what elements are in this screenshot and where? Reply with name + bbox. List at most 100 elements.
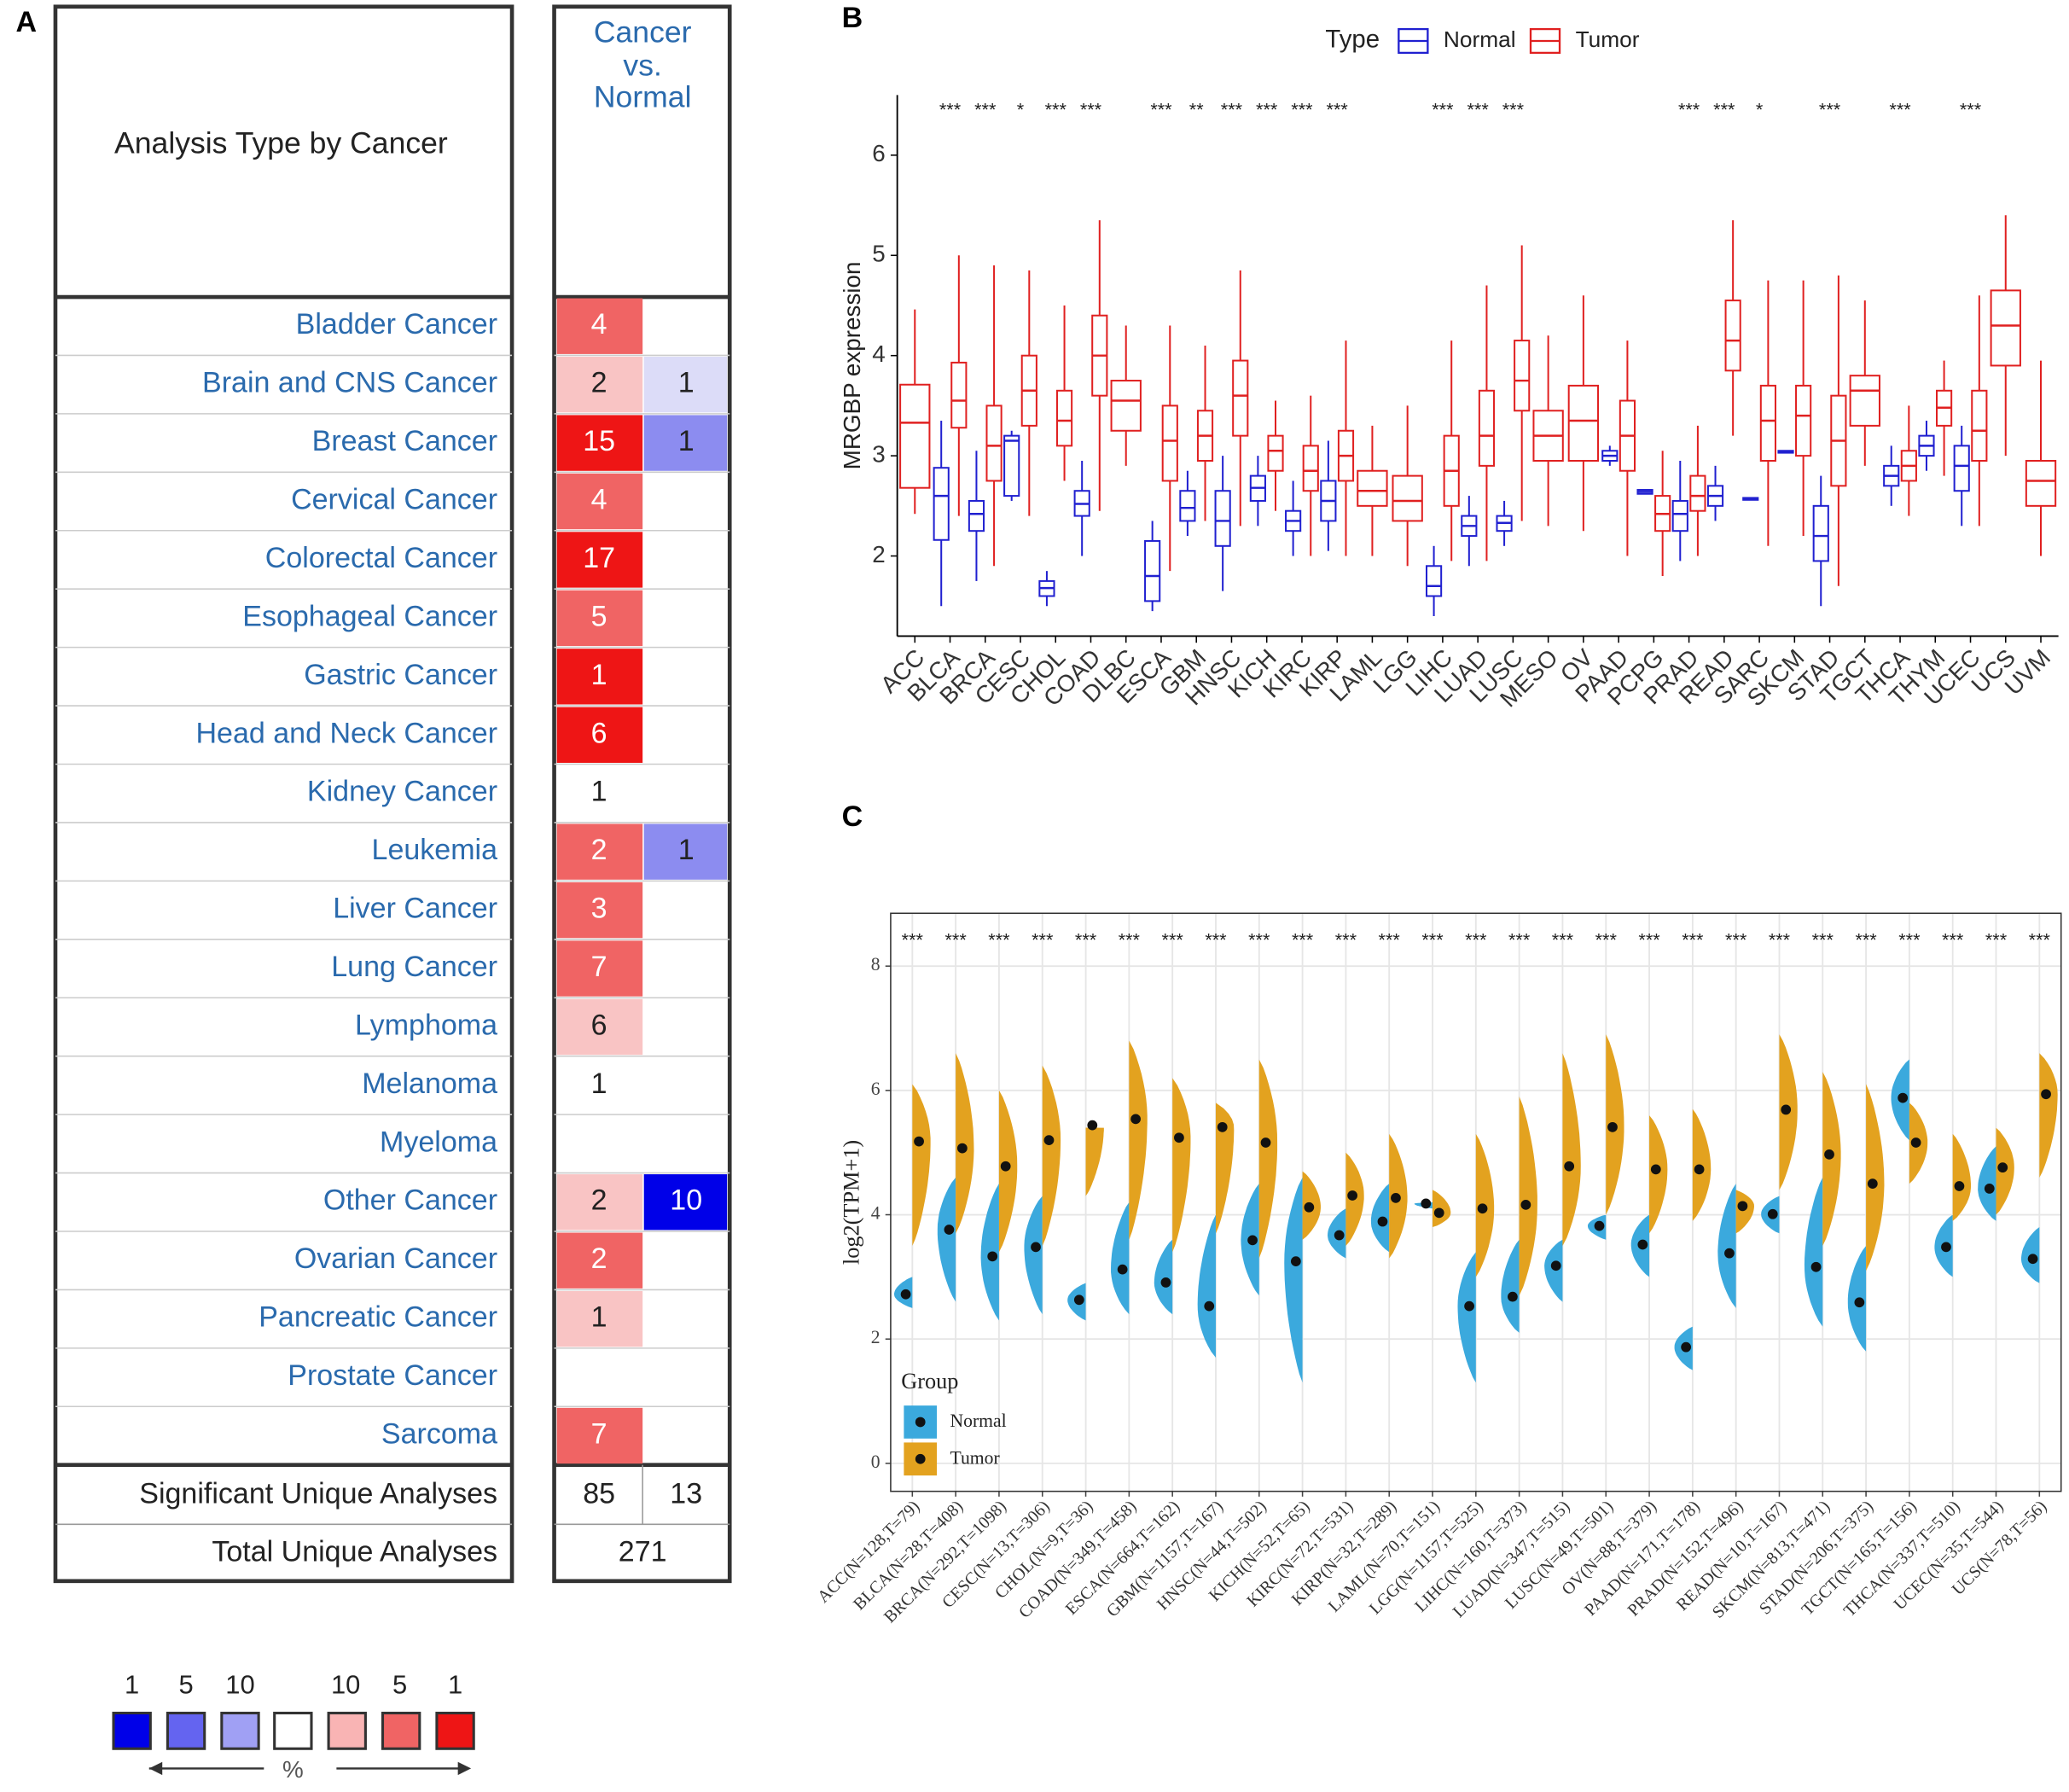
table-header: Analysis Type by Cancer	[114, 126, 448, 160]
box	[1514, 340, 1531, 412]
row-label: Ovarian Cancer	[294, 1242, 497, 1275]
cell-value: 6	[591, 1009, 607, 1041]
median-point	[1260, 1137, 1271, 1148]
cell-value: 4	[591, 484, 607, 516]
median-point	[1607, 1121, 1618, 1132]
box	[1267, 434, 1284, 472]
median-point	[1650, 1164, 1661, 1175]
significance: *	[1756, 99, 1764, 120]
significance: ***	[1335, 928, 1357, 950]
box-group	[1900, 405, 1917, 516]
median-point	[1377, 1216, 1388, 1227]
significance: ***	[1119, 928, 1141, 950]
violin	[956, 1053, 974, 1234]
box-group	[1724, 220, 1741, 436]
row-label: Prostate Cancer	[288, 1359, 497, 1392]
footer-value: 85	[583, 1477, 615, 1510]
median-point	[1910, 1137, 1921, 1148]
significance: ***	[1221, 99, 1243, 120]
box-group	[950, 255, 968, 516]
box-group	[1706, 465, 1724, 521]
violin	[1822, 1071, 1841, 1246]
median-point	[1997, 1162, 2008, 1173]
cell-value: 15	[583, 425, 615, 457]
box	[899, 383, 931, 489]
median-point	[1290, 1256, 1301, 1267]
cell-value: 1	[591, 659, 607, 691]
panel-label: B	[842, 2, 863, 34]
violin	[998, 1090, 1018, 1253]
legend-swatch	[435, 1711, 475, 1750]
significance: ***	[1080, 99, 1102, 120]
significance: **	[1189, 99, 1204, 120]
box-group	[1038, 571, 1055, 607]
box-group	[1144, 521, 1161, 612]
row-label: Kidney Cancer	[307, 776, 497, 808]
significance: ***	[1291, 99, 1313, 120]
box	[1795, 384, 1812, 457]
box	[1003, 434, 1020, 497]
box-group	[1883, 445, 1900, 506]
box-group	[1392, 405, 1423, 567]
box-group	[899, 309, 931, 515]
violin	[912, 1084, 931, 1246]
median-point	[900, 1289, 911, 1300]
box-group	[1532, 335, 1564, 527]
cell	[643, 1174, 728, 1231]
cell	[556, 590, 643, 647]
box	[1392, 474, 1423, 522]
median-point	[1854, 1297, 1865, 1308]
median-point	[1637, 1239, 1648, 1250]
box	[933, 467, 950, 541]
cell-value: 2	[591, 834, 607, 866]
violin	[1042, 1065, 1061, 1246]
violin	[1284, 1177, 1303, 1383]
median-point	[1160, 1277, 1171, 1288]
violin	[1215, 1103, 1235, 1234]
row-label: Lung Cancer	[331, 951, 497, 983]
row-label: Myeloma	[380, 1126, 497, 1158]
box	[1357, 469, 1388, 507]
box-group	[933, 421, 950, 607]
row-label: Esophageal Cancer	[242, 600, 497, 632]
cell-value: 7	[591, 1417, 607, 1450]
box	[1426, 565, 1443, 597]
cell	[556, 415, 643, 471]
violin	[1649, 1114, 1668, 1234]
legend-swatch	[273, 1711, 313, 1750]
cell	[556, 1174, 643, 1231]
legend-key	[915, 1453, 926, 1464]
legend-swatch	[220, 1711, 260, 1750]
median-point	[1941, 1242, 1951, 1253]
cell-value: 1	[591, 1068, 607, 1100]
box	[950, 361, 968, 429]
cell	[556, 998, 643, 1056]
significance: ***	[1638, 928, 1660, 950]
table-header: vs.	[623, 48, 661, 82]
box	[1144, 539, 1161, 602]
cell	[556, 649, 643, 705]
legend-swatch	[166, 1711, 206, 1750]
median-point	[1334, 1230, 1345, 1241]
violin	[1154, 1239, 1173, 1315]
significance: ***	[1150, 99, 1172, 120]
significance: ***	[1682, 928, 1704, 950]
legend-rank: 1	[448, 1670, 462, 1700]
y-tick-label: 8	[871, 954, 880, 975]
box-group	[1918, 421, 1935, 471]
box-group	[1249, 456, 1266, 527]
legend-rank: 10	[225, 1670, 254, 1700]
panel-label: A	[16, 6, 38, 38]
significance: ***	[1678, 99, 1700, 120]
box-group	[1830, 275, 1847, 586]
box-group	[1461, 496, 1478, 567]
y-tick-label: 2	[872, 541, 885, 567]
significance: ***	[1985, 928, 2008, 950]
median-point	[1954, 1181, 1965, 1191]
box-group	[1514, 245, 1531, 521]
violin	[1735, 1190, 1754, 1234]
box	[1689, 474, 1706, 512]
box-group	[1179, 470, 1196, 537]
legend-swatch	[327, 1711, 367, 1750]
footer-value: 13	[670, 1477, 702, 1510]
